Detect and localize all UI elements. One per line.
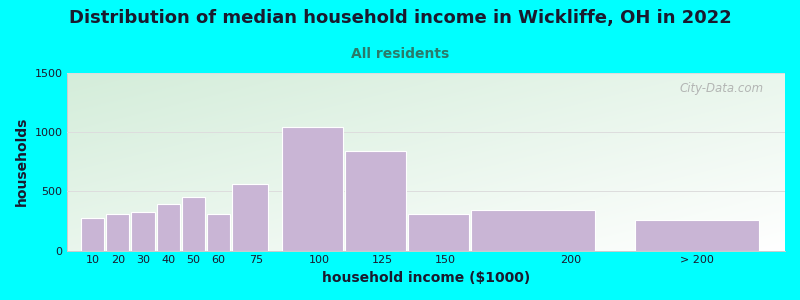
Text: All residents: All residents bbox=[351, 46, 449, 61]
Text: City-Data.com: City-Data.com bbox=[679, 82, 763, 95]
Bar bbox=[207, 214, 230, 250]
Bar bbox=[635, 220, 759, 250]
Bar bbox=[157, 204, 180, 250]
Bar bbox=[106, 214, 130, 250]
Bar bbox=[408, 214, 470, 250]
Bar bbox=[282, 127, 343, 250]
Bar bbox=[81, 218, 104, 250]
Bar bbox=[346, 151, 406, 250]
X-axis label: household income ($1000): household income ($1000) bbox=[322, 271, 530, 285]
Bar bbox=[471, 210, 595, 250]
Bar bbox=[182, 197, 205, 250]
Text: Distribution of median household income in Wickliffe, OH in 2022: Distribution of median household income … bbox=[69, 9, 731, 27]
Bar bbox=[232, 184, 268, 250]
Y-axis label: households: households bbox=[15, 117, 29, 206]
Bar bbox=[131, 212, 154, 250]
